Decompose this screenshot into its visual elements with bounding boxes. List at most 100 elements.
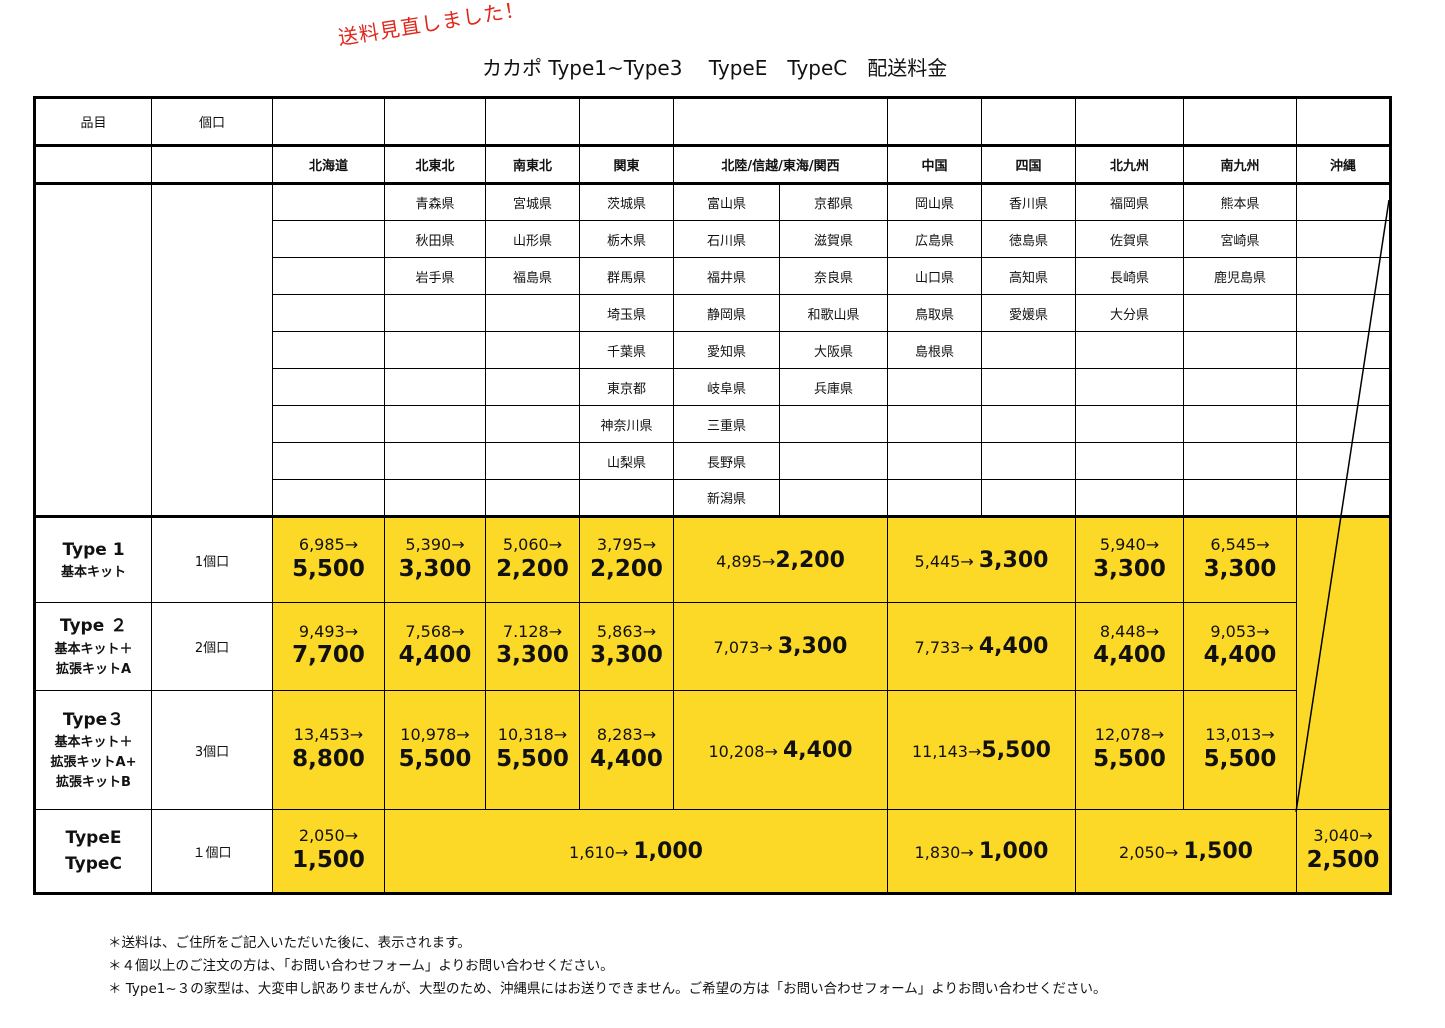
page-title: カカポ Type1~Type3 TypeE TypeC 配送料金 <box>482 56 948 80</box>
prefecture-cell: 大阪県 <box>779 331 888 369</box>
prefecture-cell <box>981 331 1076 369</box>
prefecture-row: 神奈川県 三重県 <box>35 405 1391 443</box>
rate-cell: 3,795→ 2,200 <box>579 515 674 603</box>
rate-cell: 11,143→5,500 <box>887 690 1076 810</box>
prefecture-cell: 石川県 <box>673 220 780 258</box>
prefecture-cell <box>272 405 385 443</box>
prefecture-cell <box>1296 220 1391 258</box>
prefecture-cell: 熊本県 <box>1183 183 1297 221</box>
prefecture-cell <box>272 331 385 369</box>
prefecture-cell <box>1183 405 1297 443</box>
prefecture-cell <box>887 368 982 406</box>
prefecture-cell: 栃木県 <box>579 220 674 258</box>
prefecture-cell <box>981 368 1076 406</box>
blank-cell <box>34 183 152 517</box>
rate-cell: 7,733→ 4,400 <box>887 602 1076 691</box>
shipping-rate-table: 品目 個口 北海道 北東北 南東北 関東 北陸/信越/東海/関西 中国 四国 北… <box>33 96 1392 895</box>
prefecture-cell: 山形県 <box>485 220 580 258</box>
rate-row-type2: Type ２ 基本キット＋ 拡張キットA 2個口 9,493→ 7,700 7,568… <box>34 602 1391 691</box>
header-blank <box>1183 97 1297 147</box>
prefecture-cell <box>1296 294 1391 332</box>
prefecture-cell: 富山県 <box>673 183 780 221</box>
prefecture-cell <box>1296 442 1391 480</box>
region-chugoku: 中国 <box>887 145 982 185</box>
rate-cell: 5,060→ 2,200 <box>485 515 580 603</box>
prefecture-cell <box>1075 479 1184 517</box>
prefecture-cell: 群馬県 <box>579 257 674 295</box>
rate-cell: 8,448→ 4,400 <box>1075 602 1184 691</box>
parcel-count: 3個口 <box>151 690 273 810</box>
prefecture-cell <box>1075 331 1184 369</box>
prefecture-cell <box>1183 331 1297 369</box>
prefecture-cell <box>1296 479 1391 517</box>
product-label: Type３ 基本キット＋ 拡張キットA+ 拡張キットB <box>34 690 152 810</box>
prefecture-cell <box>384 479 486 517</box>
region-hokuriku-tokai-kansai: 北陸/信越/東海/関西 <box>673 145 888 185</box>
prefecture-cell: 福井県 <box>673 257 780 295</box>
prefecture-cell <box>485 479 580 517</box>
prefecture-cell <box>485 405 580 443</box>
header-qty: 個口 <box>151 97 273 147</box>
header-blank <box>981 97 1076 147</box>
prefecture-cell <box>1075 405 1184 443</box>
prefecture-cell <box>887 405 982 443</box>
prefecture-cell: 島根県 <box>887 331 982 369</box>
prefecture-cell <box>779 405 888 443</box>
rate-cell: 6,545→ 3,300 <box>1183 515 1297 603</box>
prefecture-cell <box>981 479 1076 517</box>
rate-cell: 6,985→ 5,500 <box>272 515 385 603</box>
header-blank <box>34 145 152 185</box>
product-label: Type 1 基本キット <box>34 515 152 603</box>
prefecture-cell: 茨城県 <box>579 183 674 221</box>
rate-cell: 2,050→ 1,500 <box>1075 809 1297 894</box>
rate-cell: 13,013→ 5,500 <box>1183 690 1297 810</box>
prefecture-cell <box>272 368 385 406</box>
rate-cell: 1,830→ 1,000 <box>887 809 1076 894</box>
rate-cell: 10,208→ 4,400 <box>673 690 888 810</box>
rate-cell: 9,053→ 4,400 <box>1183 602 1297 691</box>
prefecture-cell <box>272 220 385 258</box>
header-blank <box>887 97 982 147</box>
rate-cell: 5,390→ 3,300 <box>384 515 486 603</box>
prefecture-cell: 岩手県 <box>384 257 486 295</box>
prefecture-cell: 埼玉県 <box>579 294 674 332</box>
prefecture-cell: 滋賀県 <box>779 220 888 258</box>
prefecture-cell: 高知県 <box>981 257 1076 295</box>
prefecture-cell <box>1183 294 1297 332</box>
rate-cell: 5,445→ 3,300 <box>887 515 1076 603</box>
rate-row-type1: Type 1 基本キット 1個口 6,985→ 5,500 5,390→ 3,300 … <box>34 515 1391 603</box>
prefecture-cell: 秋田県 <box>384 220 486 258</box>
rate-cell: 12,078→ 5,500 <box>1075 690 1184 810</box>
prefecture-cell: 東京都 <box>579 368 674 406</box>
prefecture-cell <box>384 331 486 369</box>
prefecture-cell: 京都県 <box>779 183 888 221</box>
rate-cell: 2,050→ 1,500 <box>272 809 385 894</box>
blank-cell <box>151 183 273 517</box>
header-blank <box>579 97 674 147</box>
parcel-count: １個口 <box>151 809 273 894</box>
prefecture-cell <box>981 405 1076 443</box>
prefecture-cell <box>1183 368 1297 406</box>
rate-cell: 5,863→ 3,300 <box>579 602 674 691</box>
prefecture-cell: 香川県 <box>981 183 1076 221</box>
prefecture-cell: 新潟県 <box>673 479 780 517</box>
prefecture-cell <box>887 479 982 517</box>
rate-cell: 9,493→ 7,700 <box>272 602 385 691</box>
footnote: ＊ Type1~３の家型は、大変申し訳ありませんが、大型のため、沖縄県にはお送り… <box>108 981 1107 997</box>
prefecture-cell: 愛媛県 <box>981 294 1076 332</box>
prefecture-cell <box>1296 257 1391 295</box>
header-blank <box>384 97 486 147</box>
prefecture-cell <box>485 331 580 369</box>
okinawa-unavailable-cell <box>1296 602 1391 691</box>
product-label: Type ２ 基本キット＋ 拡張キットA <box>34 602 152 691</box>
prefecture-cell: 奈良県 <box>779 257 888 295</box>
footnotes: ＊送料は、ご住所をご記入いただいた後に、表示されます。 ＊４個以上のご注文の方は… <box>108 932 1106 1001</box>
rate-cell: 1,610→ 1,000 <box>384 809 888 894</box>
prefecture-cell: 青森県 <box>384 183 486 221</box>
region-kanto: 関東 <box>579 145 674 185</box>
prefecture-cell <box>485 368 580 406</box>
prefecture-cell: 福岡県 <box>1075 183 1184 221</box>
header-row-regions: 北海道 北東北 南東北 関東 北陸/信越/東海/関西 中国 四国 北九州 南九州… <box>34 145 1391 185</box>
prefecture-cell: 兵庫県 <box>779 368 888 406</box>
parcel-count: 2個口 <box>151 602 273 691</box>
